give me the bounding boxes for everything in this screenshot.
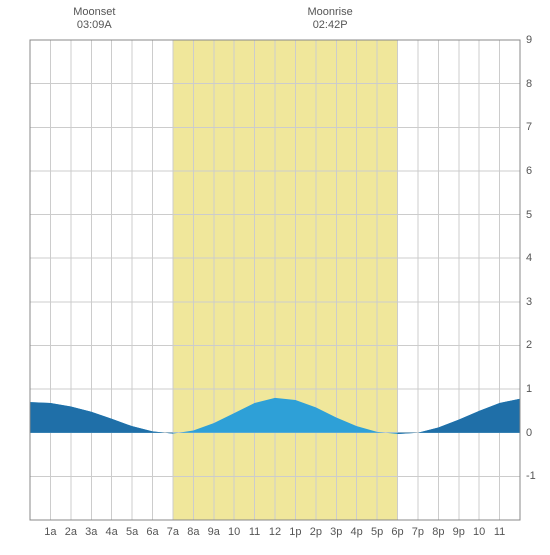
moonset-label: Moonset 03:09A bbox=[64, 6, 124, 32]
y-tick-label: 2 bbox=[526, 339, 532, 351]
x-tick-label: 11 bbox=[494, 526, 505, 538]
x-tick-label: 7a bbox=[167, 526, 179, 538]
y-tick-label: 5 bbox=[526, 209, 532, 221]
y-tick-label: 3 bbox=[526, 296, 532, 308]
x-tick-label: 1p bbox=[289, 526, 301, 538]
y-tick-label: 6 bbox=[526, 165, 532, 177]
x-tick-label: 3p bbox=[330, 526, 342, 538]
y-tick-label: 4 bbox=[526, 252, 532, 264]
y-tick-label: 7 bbox=[526, 121, 532, 133]
x-tick-label: 12 bbox=[269, 526, 281, 538]
y-tick-label: -1 bbox=[526, 470, 536, 482]
x-tick-label: 9p bbox=[453, 526, 465, 538]
y-tick-label: 0 bbox=[526, 427, 532, 439]
x-tick-label: 3a bbox=[85, 526, 97, 538]
x-tick-label: 8p bbox=[432, 526, 444, 538]
x-tick-label: 10 bbox=[473, 526, 485, 538]
x-tick-label: 4a bbox=[106, 526, 118, 538]
x-tick-label: 5a bbox=[126, 526, 138, 538]
y-tick-label: 8 bbox=[526, 78, 532, 90]
x-tick-label: 2p bbox=[310, 526, 322, 538]
x-tick-label: 6a bbox=[146, 526, 158, 538]
y-tick-label: 9 bbox=[526, 34, 532, 46]
x-tick-label: 4p bbox=[351, 526, 363, 538]
x-tick-label: 9a bbox=[208, 526, 220, 538]
tide-chart: 1a2a3a4a5a6a7a8a9a1011121p2p3p4p5p6p7p8p… bbox=[0, 0, 550, 550]
x-tick-label: 10 bbox=[228, 526, 240, 538]
x-tick-label: 11 bbox=[249, 526, 260, 538]
x-tick-label: 5p bbox=[371, 526, 383, 538]
x-tick-label: 7p bbox=[412, 526, 424, 538]
chart-svg bbox=[0, 0, 550, 550]
x-tick-label: 8a bbox=[187, 526, 199, 538]
x-tick-label: 6p bbox=[391, 526, 403, 538]
x-tick-label: 1a bbox=[44, 526, 56, 538]
y-tick-label: 1 bbox=[526, 383, 532, 395]
x-tick-label: 2a bbox=[65, 526, 77, 538]
moonrise-label: Moonrise 02:42P bbox=[300, 6, 360, 32]
